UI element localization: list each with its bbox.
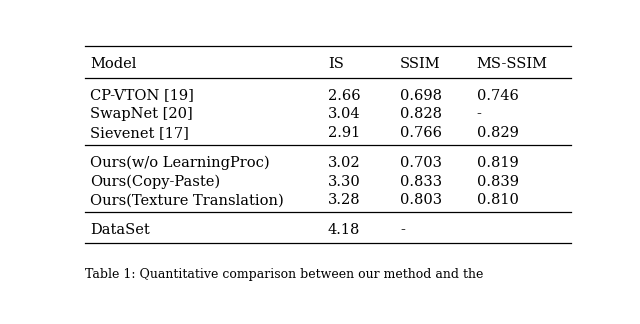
Text: 0.819: 0.819 [477,156,518,170]
Text: 3.04: 3.04 [328,108,360,122]
Text: -: - [400,223,404,237]
Text: Ours(Copy-Paste): Ours(Copy-Paste) [90,174,220,189]
Text: 0.833: 0.833 [400,175,442,189]
Text: Table 1: Quantitative comparison between our method and the: Table 1: Quantitative comparison between… [85,268,483,281]
Text: 2.91: 2.91 [328,126,360,140]
Text: 0.839: 0.839 [477,175,519,189]
Text: 0.698: 0.698 [400,88,442,103]
Text: 0.703: 0.703 [400,156,442,170]
Text: Ours(Texture Translation): Ours(Texture Translation) [90,193,284,207]
Text: 0.803: 0.803 [400,193,442,207]
Text: CP-VTON [19]: CP-VTON [19] [90,88,194,103]
Text: 3.02: 3.02 [328,156,360,170]
Text: 0.828: 0.828 [400,108,442,122]
Text: 4.18: 4.18 [328,223,360,237]
Text: 3.30: 3.30 [328,175,361,189]
Text: 0.766: 0.766 [400,126,442,140]
Text: SSIM: SSIM [400,57,440,71]
Text: SwapNet [20]: SwapNet [20] [90,108,193,122]
Text: IS: IS [328,57,344,71]
Text: 0.746: 0.746 [477,88,518,103]
Text: Model: Model [90,57,136,71]
Text: Sievenet [17]: Sievenet [17] [90,126,189,140]
Text: MS-SSIM: MS-SSIM [477,57,548,71]
Text: Ours(w/o LearningProc): Ours(w/o LearningProc) [90,156,269,170]
Text: -: - [477,108,482,122]
Text: 3.28: 3.28 [328,193,360,207]
Text: 0.829: 0.829 [477,126,518,140]
Text: 2.66: 2.66 [328,88,360,103]
Text: DataSet: DataSet [90,223,150,237]
Text: 0.810: 0.810 [477,193,518,207]
